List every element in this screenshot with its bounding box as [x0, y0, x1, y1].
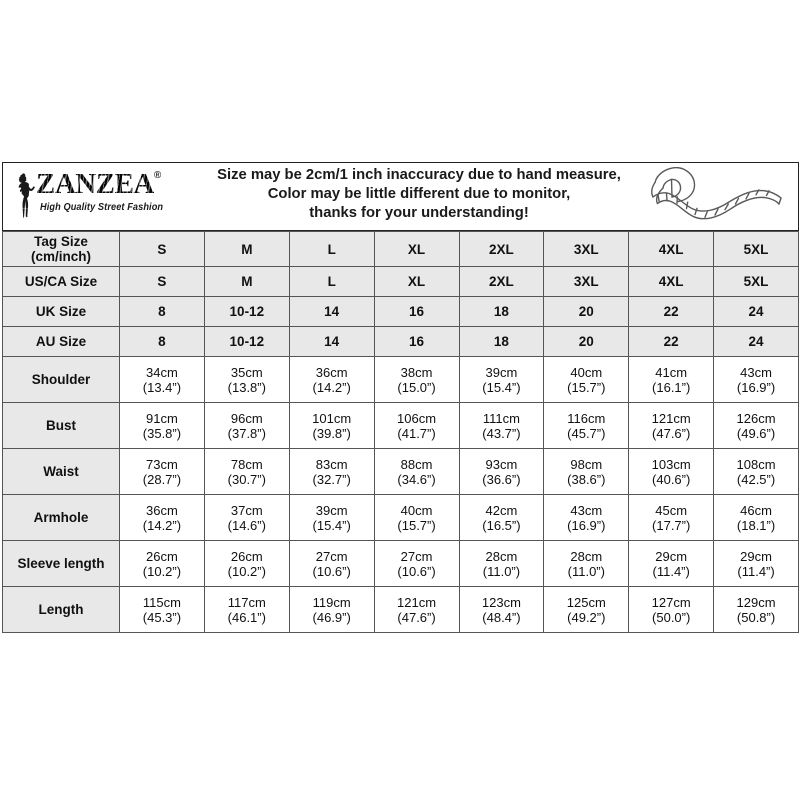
svg-text:.: . — [18, 169, 19, 171]
